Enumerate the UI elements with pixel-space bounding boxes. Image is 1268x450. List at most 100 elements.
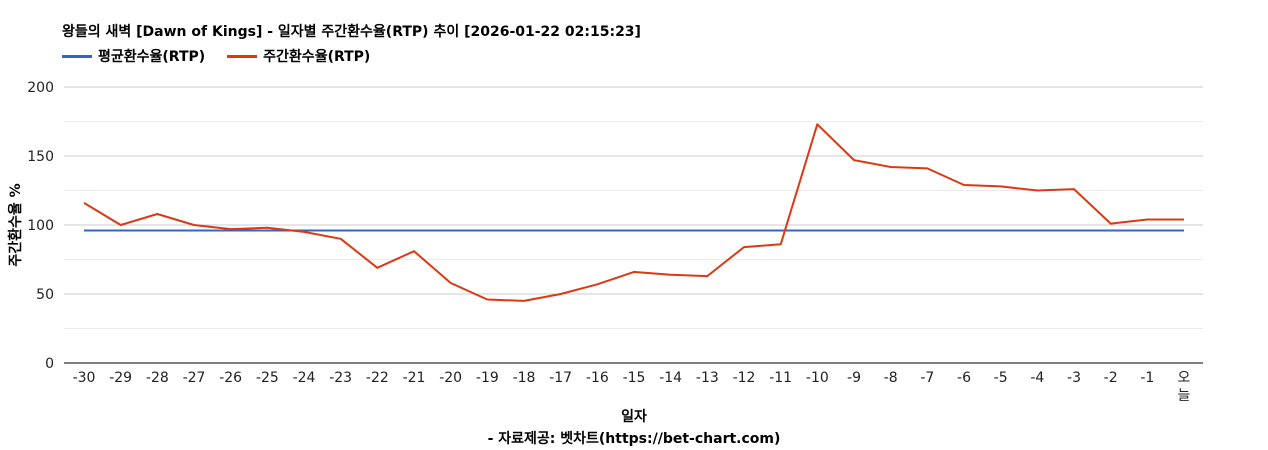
data-point[interactable] xyxy=(191,222,197,228)
x-axis-title: 일자 xyxy=(621,409,647,425)
x-tick-label: -6 xyxy=(957,370,971,386)
data-point[interactable] xyxy=(814,228,820,234)
x-tick-label: -17 xyxy=(549,370,572,386)
legend-item-weekly[interactable]: 주간환수율(RTP) xyxy=(227,46,370,66)
data-point[interactable] xyxy=(888,228,894,234)
x-tick-label: -12 xyxy=(733,370,756,386)
x-tick-label: -26 xyxy=(219,370,242,386)
data-point[interactable] xyxy=(484,297,490,303)
x-tick-label: -23 xyxy=(329,370,352,386)
legend-item-average[interactable]: 평균환수율(RTP) xyxy=(62,46,205,66)
data-point[interactable] xyxy=(998,183,1004,189)
data-point[interactable] xyxy=(668,272,674,278)
data-point[interactable] xyxy=(154,211,160,217)
data-point[interactable] xyxy=(741,244,747,250)
data-point[interactable] xyxy=(851,228,857,234)
data-point[interactable] xyxy=(411,228,417,234)
data-point[interactable] xyxy=(521,298,527,304)
y-axis-ticks: 0 50 100 150 200 xyxy=(27,80,54,372)
data-point[interactable] xyxy=(1071,186,1077,192)
legend-swatch-weekly xyxy=(227,54,258,58)
data-point[interactable] xyxy=(558,228,564,234)
y-tick-label: 200 xyxy=(27,80,54,96)
x-tick-label: -14 xyxy=(659,370,682,386)
data-point[interactable] xyxy=(814,121,820,127)
data-point[interactable] xyxy=(264,225,270,231)
data-point[interactable] xyxy=(338,228,344,234)
series-lines xyxy=(81,121,1187,304)
x-tick-label: -9 xyxy=(847,370,861,386)
data-point[interactable] xyxy=(924,165,930,171)
x-tick-label: -27 xyxy=(183,370,206,386)
data-point[interactable] xyxy=(704,273,710,279)
x-tick-label: -2 xyxy=(1104,370,1118,386)
data-point[interactable] xyxy=(1181,228,1187,234)
data-point[interactable] xyxy=(704,228,710,234)
data-point[interactable] xyxy=(484,228,490,234)
data-point[interactable] xyxy=(411,248,417,254)
x-tick-label: -1 xyxy=(1140,370,1154,386)
data-point[interactable] xyxy=(1144,216,1150,222)
x-tick-label: -11 xyxy=(769,370,792,386)
chart-title: 왕들의 새벽 [Dawn of Kings] - 일자별 주간환수율(RTP) … xyxy=(62,24,641,40)
data-point[interactable] xyxy=(668,228,674,234)
chart-legend: 평균환수율(RTP) 주간환수율(RTP) xyxy=(62,46,392,66)
y-tick-label: 100 xyxy=(27,218,54,234)
data-point[interactable] xyxy=(521,228,527,234)
gridlines xyxy=(64,86,1203,364)
data-point[interactable] xyxy=(154,228,160,234)
data-point[interactable] xyxy=(374,228,380,234)
data-point[interactable] xyxy=(81,200,87,206)
data-point[interactable] xyxy=(961,182,967,188)
data-point[interactable] xyxy=(338,236,344,242)
x-axis-ticks: -30 -29 -28 -27 -26 -25 -24 -23 -22 -21 -20 -19 -18-… xyxy=(73,370,1191,404)
data-point[interactable] xyxy=(778,228,784,234)
data-point[interactable] xyxy=(741,228,747,234)
data-point[interactable] xyxy=(191,228,197,234)
x-tick-label: -15 xyxy=(623,370,646,386)
data-point[interactable] xyxy=(228,226,234,232)
data-point[interactable] xyxy=(778,241,784,247)
data-point[interactable] xyxy=(374,265,380,271)
data-point[interactable] xyxy=(1034,188,1040,194)
data-point[interactable] xyxy=(118,222,124,228)
data-point[interactable] xyxy=(1108,221,1114,227)
x-tick-label: -22 xyxy=(366,370,389,386)
y-axis-title: 주간환수율 % xyxy=(7,183,24,266)
data-point[interactable] xyxy=(1034,228,1040,234)
data-point[interactable] xyxy=(1108,228,1114,234)
data-point[interactable] xyxy=(1181,216,1187,222)
x-tick-label: -28 xyxy=(146,370,169,386)
data-point[interactable] xyxy=(631,269,637,275)
data-point[interactable] xyxy=(1071,228,1077,234)
data-point[interactable] xyxy=(301,229,307,235)
y-tick-label: 50 xyxy=(36,287,54,303)
x-tick-label: -24 xyxy=(293,370,316,386)
x-tick-label: -21 xyxy=(403,370,426,386)
legend-swatch-average xyxy=(62,54,92,58)
source-credit: - 자료제공: 벳차트(https://bet-chart.com) xyxy=(487,431,781,447)
x-tick-label: -4 xyxy=(1030,370,1044,386)
data-point[interactable] xyxy=(1144,228,1150,234)
x-tick-label: -5 xyxy=(994,370,1008,386)
data-point[interactable] xyxy=(594,281,600,287)
y-tick-label: 150 xyxy=(27,149,54,165)
data-point[interactable] xyxy=(961,228,967,234)
data-point[interactable] xyxy=(924,228,930,234)
data-point[interactable] xyxy=(888,164,894,170)
data-point[interactable] xyxy=(851,157,857,163)
data-point[interactable] xyxy=(118,228,124,234)
data-point[interactable] xyxy=(81,228,87,234)
x-tick-label: -13 xyxy=(696,370,719,386)
x-tick-label: -7 xyxy=(920,370,934,386)
data-point[interactable] xyxy=(448,228,454,234)
data-point[interactable] xyxy=(448,280,454,286)
x-tick-label: -3 xyxy=(1067,370,1081,386)
data-point[interactable] xyxy=(558,291,564,297)
data-point[interactable] xyxy=(998,228,1004,234)
x-tick-label: 늘 xyxy=(1178,388,1191,404)
data-point[interactable] xyxy=(594,228,600,234)
data-point[interactable] xyxy=(631,228,637,234)
series-line-weekly-rtp[interactable] xyxy=(83,123,1184,302)
x-tick-label: -19 xyxy=(476,370,499,386)
